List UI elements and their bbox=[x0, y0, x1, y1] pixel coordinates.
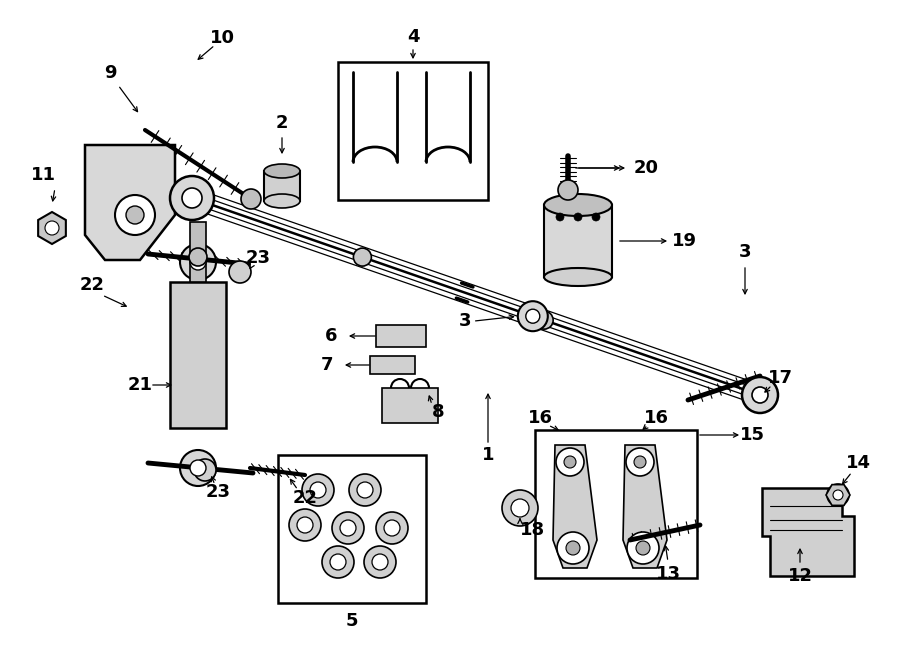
Circle shape bbox=[511, 499, 529, 517]
Circle shape bbox=[190, 254, 206, 270]
Circle shape bbox=[526, 309, 540, 323]
Circle shape bbox=[302, 474, 334, 506]
Polygon shape bbox=[623, 445, 667, 568]
Circle shape bbox=[558, 180, 578, 200]
Bar bbox=[338, 62, 488, 200]
Circle shape bbox=[297, 517, 313, 533]
Circle shape bbox=[241, 189, 261, 209]
Text: 8: 8 bbox=[432, 403, 445, 421]
Text: 22: 22 bbox=[292, 489, 318, 507]
Circle shape bbox=[229, 261, 251, 283]
Circle shape bbox=[194, 459, 216, 481]
Circle shape bbox=[372, 554, 388, 570]
Ellipse shape bbox=[264, 164, 300, 178]
Text: 7: 7 bbox=[320, 356, 333, 374]
Circle shape bbox=[742, 377, 778, 413]
Circle shape bbox=[349, 474, 381, 506]
Circle shape bbox=[340, 520, 356, 536]
Circle shape bbox=[289, 509, 321, 541]
Text: 12: 12 bbox=[788, 567, 813, 585]
Text: 3: 3 bbox=[739, 243, 752, 261]
Text: 11: 11 bbox=[31, 166, 56, 184]
Text: 19: 19 bbox=[671, 232, 697, 250]
Circle shape bbox=[502, 490, 538, 526]
Polygon shape bbox=[85, 145, 175, 260]
Text: 5: 5 bbox=[346, 612, 358, 630]
Text: 21: 21 bbox=[128, 376, 152, 394]
Circle shape bbox=[827, 484, 849, 506]
Circle shape bbox=[322, 546, 354, 578]
Text: 17: 17 bbox=[768, 369, 793, 387]
Circle shape bbox=[189, 248, 207, 266]
Circle shape bbox=[330, 554, 346, 570]
Bar bbox=[535, 430, 697, 578]
Circle shape bbox=[180, 244, 216, 280]
Circle shape bbox=[636, 541, 650, 555]
Bar bbox=[170, 282, 226, 428]
Text: 10: 10 bbox=[210, 29, 235, 47]
Circle shape bbox=[310, 482, 326, 498]
Circle shape bbox=[384, 520, 400, 536]
Circle shape bbox=[634, 456, 646, 468]
Bar bbox=[382, 388, 438, 423]
Bar bbox=[376, 325, 426, 347]
Text: 22: 22 bbox=[79, 276, 104, 294]
Text: 18: 18 bbox=[520, 521, 545, 539]
Text: 9: 9 bbox=[104, 64, 116, 82]
Circle shape bbox=[364, 546, 396, 578]
Circle shape bbox=[556, 213, 564, 221]
Circle shape bbox=[332, 512, 364, 544]
Circle shape bbox=[376, 512, 408, 544]
Circle shape bbox=[592, 213, 600, 221]
Circle shape bbox=[566, 541, 580, 555]
Circle shape bbox=[354, 248, 372, 266]
Circle shape bbox=[564, 456, 576, 468]
Text: 14: 14 bbox=[845, 454, 870, 472]
Circle shape bbox=[536, 311, 554, 329]
Text: 13: 13 bbox=[655, 565, 680, 583]
Ellipse shape bbox=[264, 194, 300, 208]
Polygon shape bbox=[762, 488, 854, 576]
Circle shape bbox=[180, 450, 216, 486]
Circle shape bbox=[752, 387, 768, 403]
Circle shape bbox=[190, 460, 206, 476]
Circle shape bbox=[357, 482, 373, 498]
Circle shape bbox=[627, 532, 659, 564]
Text: 1: 1 bbox=[482, 446, 494, 464]
Bar bbox=[370, 356, 415, 374]
Text: 6: 6 bbox=[325, 327, 338, 345]
Bar bbox=[190, 222, 206, 282]
Bar bbox=[278, 455, 426, 603]
Text: 15: 15 bbox=[740, 426, 764, 444]
Text: 20: 20 bbox=[634, 159, 659, 177]
Circle shape bbox=[170, 176, 214, 220]
Circle shape bbox=[556, 448, 584, 476]
Polygon shape bbox=[553, 445, 597, 568]
Ellipse shape bbox=[544, 268, 612, 286]
Circle shape bbox=[574, 213, 582, 221]
Text: 16: 16 bbox=[644, 409, 669, 427]
Bar bbox=[544, 205, 612, 277]
Circle shape bbox=[45, 221, 59, 235]
Text: 4: 4 bbox=[407, 28, 419, 46]
Circle shape bbox=[833, 490, 843, 500]
Polygon shape bbox=[38, 212, 66, 244]
Text: 16: 16 bbox=[527, 409, 553, 427]
Polygon shape bbox=[826, 485, 850, 506]
Text: 3: 3 bbox=[458, 312, 471, 330]
Circle shape bbox=[557, 532, 589, 564]
Circle shape bbox=[182, 188, 202, 208]
Ellipse shape bbox=[544, 194, 612, 216]
Text: 23: 23 bbox=[246, 249, 271, 267]
Circle shape bbox=[518, 301, 548, 331]
Circle shape bbox=[126, 206, 144, 224]
Bar bbox=[264, 171, 300, 201]
Text: 2: 2 bbox=[275, 114, 288, 132]
Circle shape bbox=[115, 195, 155, 235]
Text: 23: 23 bbox=[205, 483, 230, 501]
Circle shape bbox=[626, 448, 654, 476]
